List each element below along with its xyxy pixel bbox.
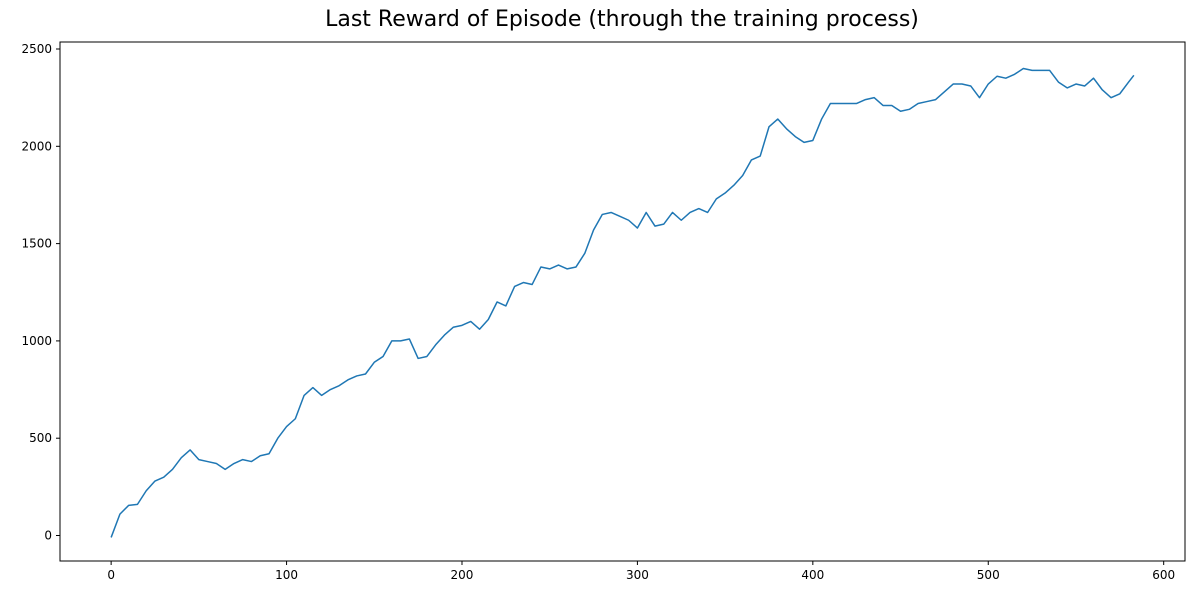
x-tick-label: 100 — [275, 568, 298, 582]
y-tick-label: 2000 — [21, 139, 52, 153]
chart-title: Last Reward of Episode (through the trai… — [325, 7, 919, 32]
line-series — [110, 67, 1135, 538]
x-tick-label: 500 — [977, 568, 1000, 582]
y-tick-label: 500 — [29, 431, 52, 445]
x-tick-label: 400 — [801, 568, 824, 582]
x-tick-label: 0 — [107, 568, 115, 582]
y-tick-label: 2500 — [21, 42, 52, 56]
plot-frame — [59, 41, 1186, 562]
y-tick-label: 0 — [44, 529, 52, 543]
x-tick-label: 300 — [626, 568, 649, 582]
y-tick-label: 1000 — [21, 334, 52, 348]
x-tick-label: 600 — [1152, 568, 1175, 582]
y-tick-label: 1500 — [21, 237, 52, 251]
x-tick-label: 200 — [451, 568, 474, 582]
